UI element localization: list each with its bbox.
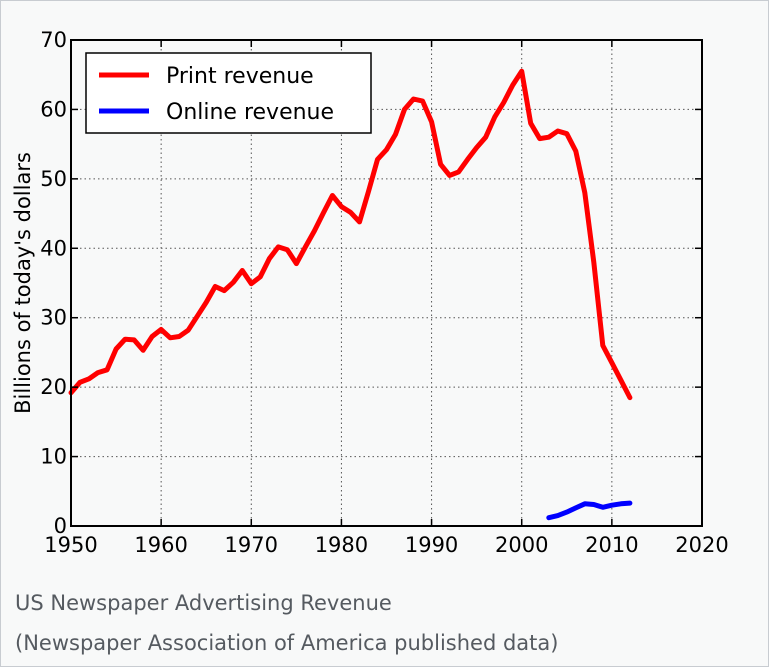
y-tick-label: 10: [40, 445, 67, 469]
x-tick-label: 2000: [495, 533, 548, 557]
series-lines: [68, 68, 633, 521]
y-tick-label: 20: [40, 375, 67, 399]
y-axis-label: Billions of today's dollars: [11, 152, 35, 414]
line-chart: 1950 1960 1970 1980 1990 2000 2010 2020 0 10 20 30 4…: [11, 28, 729, 557]
axis-ticks: 1950 1960 1970 1980 1990 2000 2010 2020 0 10 20 30 4…: [40, 28, 728, 557]
print-revenue-line: [68, 68, 633, 401]
caption-title: US Newspaper Advertising Revenue: [15, 591, 392, 615]
x-tick-label: 1990: [405, 533, 458, 557]
legend-box: [85, 52, 372, 134]
y-tick-label: 30: [40, 306, 67, 330]
x-tick-label: 1980: [315, 533, 368, 557]
plot-area: [70, 39, 703, 527]
legend: Print revenue Online revenue: [85, 52, 372, 134]
legend-label-online: Online revenue: [166, 100, 334, 125]
x-tick-label: 1950: [44, 533, 97, 557]
legend-label-print: Print revenue: [166, 64, 314, 89]
x-tick-label: 1970: [225, 533, 278, 557]
y-tick-label: 0: [54, 514, 67, 538]
y-tick-label: 70: [40, 28, 67, 52]
x-tick-label: 2020: [675, 533, 728, 557]
online-revenue-line: [546, 500, 633, 521]
caption-source: (Newspaper Association of America publis…: [15, 631, 559, 655]
y-tick-label: 60: [40, 97, 67, 121]
x-tick-label: 2010: [585, 533, 638, 557]
y-tick-label: 40: [40, 236, 67, 260]
y-tick-label: 50: [40, 167, 67, 191]
figure-caption: US Newspaper Advertising Revenue (Newspa…: [15, 583, 558, 663]
x-tick-label: 1960: [134, 533, 187, 557]
